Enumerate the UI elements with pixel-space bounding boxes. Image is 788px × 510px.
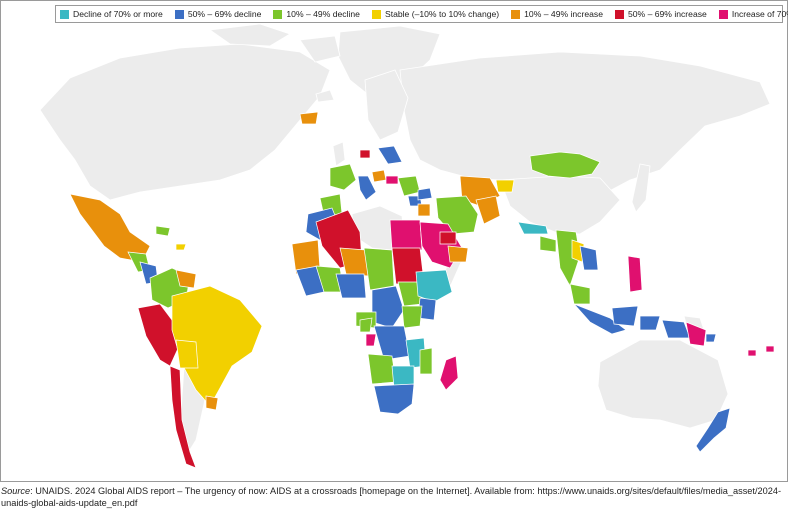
legend-label: 50% – 69% decline (187, 9, 262, 19)
legend-swatch (718, 9, 728, 19)
legend-item-increase-50-69: 50% – 69% increase (614, 9, 707, 19)
legend-swatch (511, 9, 521, 19)
legend-swatch (273, 9, 283, 19)
legend-item-decline-10-49: 10% – 49% decline (273, 9, 360, 19)
legend-label: Stable (–10% to 10% change) (384, 9, 500, 19)
legend-item-decline-70: Decline of 70% or more (60, 9, 163, 19)
legend-item-decline-50-69: 50% – 69% decline (174, 9, 262, 19)
legend-item-increase-70: Increase of 70% or more (718, 9, 788, 19)
map-legend: Decline of 70% or more 50% – 69% decline… (55, 5, 788, 23)
legend-label: Increase of 70% or more (731, 9, 788, 19)
legend-swatch (614, 9, 624, 19)
legend-swatch (371, 9, 381, 19)
legend-label: 50% – 69% increase (627, 9, 707, 19)
legend-item-stable: Stable (–10% to 10% change) (371, 9, 500, 19)
source-text: : UNAIDS. 2024 Global AIDS report – The … (1, 486, 782, 508)
legend-label: 10% – 49% increase (524, 9, 603, 19)
country-shapes (69, 111, 775, 469)
legend-label: Decline of 70% or more (73, 9, 163, 19)
legend-swatch (174, 9, 184, 19)
source-caption: Source: UNAIDS. 2024 Global AIDS report … (1, 486, 787, 509)
world-map (39, 23, 775, 469)
legend-label: 10% – 49% decline (286, 9, 360, 19)
source-label: Source (1, 486, 31, 496)
legend-swatch (60, 9, 69, 19)
legend-item-increase-10-49: 10% – 49% increase (511, 9, 603, 19)
no-data-land (39, 23, 771, 457)
